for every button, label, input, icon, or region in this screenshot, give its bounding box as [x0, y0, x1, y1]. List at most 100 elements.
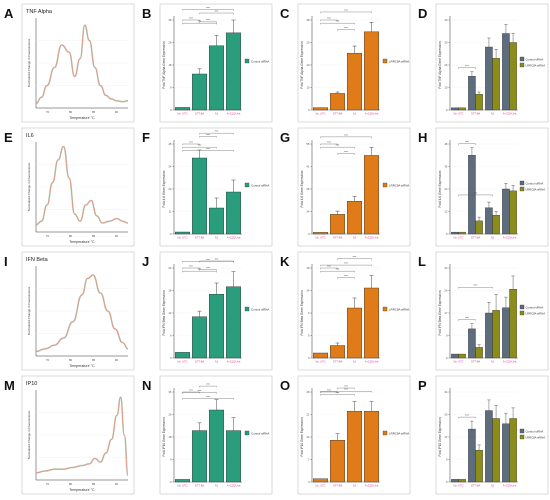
bar-k-1: [329, 345, 346, 359]
legend-label-c: LRRC8A siRNA: [389, 59, 409, 63]
bar-ytick-label-g: 55: [306, 142, 310, 146]
bar-ytick-label-p: 34: [444, 390, 448, 394]
bar-n-1: [191, 430, 208, 483]
bar-xtick-b: No. UTC: [177, 112, 187, 116]
sig-label-c-1: ****: [336, 21, 340, 24]
bar-d-0-s0: [451, 107, 459, 111]
melt-curve-e: [35, 146, 129, 226]
melt-ylabel-a: Normalized Change in Fluorescence: [27, 38, 31, 87]
bar-xtick-f: No. UTC: [177, 236, 187, 240]
bar-ytick-label-b: 0: [170, 108, 172, 112]
melt-ylabel-e: Normalized Change in Fluorescence: [27, 162, 31, 211]
bar-h-2-s1: [492, 215, 500, 235]
sig-label-d-0: ****: [465, 65, 469, 68]
bar-ytick-label-b: 26: [168, 41, 172, 45]
panel-letter-e: E: [4, 130, 13, 145]
bar-ytick-label-k: 9: [308, 311, 310, 315]
bar-xtick-d: GTT-BA: [471, 112, 481, 116]
bar-ytick-label-j: 6: [170, 334, 172, 338]
sig-label-n-1: ****: [198, 390, 202, 393]
legend-label-h-1: LRRC8A siRNA: [526, 187, 546, 191]
bar-ytick-label-o: 7: [308, 458, 310, 462]
panel-letter-c: C: [280, 6, 290, 21]
bar-ylabel-g: Fold IL6 Gene Expression: [300, 170, 304, 207]
bar-ytick-label-h: 0: [446, 232, 448, 236]
sig-label-o-3: ****: [344, 385, 348, 388]
bar-d-1-s0: [468, 76, 476, 111]
bar-d-3-s1: [509, 42, 517, 111]
melt-xtick-i: 70: [46, 358, 50, 362]
bar-xtick-j: A+C[2]-Una: [227, 360, 241, 364]
sig-label-j-4: ****: [215, 258, 219, 261]
bar-xtick-l: A+C[2]-Una: [503, 360, 517, 364]
bar-xtick-o: GTT-BA: [333, 484, 343, 488]
melt-ylabel-m: Normalized Change in Fluorescence: [27, 410, 31, 459]
sig-label-b-2: ****: [206, 7, 210, 10]
bar-h-2-s0: [485, 207, 493, 235]
bar-ytick-label-f: 0: [170, 232, 172, 236]
sig-label-l-0: ****: [465, 317, 469, 320]
sig-label-g-0: ****: [327, 141, 331, 144]
bar-xtick-h: GTT-BA: [471, 236, 481, 240]
sig-label-j-3: ****: [206, 267, 210, 270]
bar-f-1: [191, 157, 208, 235]
legend-swatch-d-1: [519, 62, 525, 68]
bar-xtick-p: GTT-BA: [471, 484, 481, 488]
melt-ylabel-i: Normalized Change in Fluorescence: [27, 286, 31, 335]
legend-swatch-n: [244, 430, 250, 436]
bar-xtick-n: A2: [215, 484, 219, 488]
bar-f-3: [225, 191, 242, 235]
bar-g-2: [346, 201, 363, 235]
bar-b-0: [174, 107, 191, 111]
bar-ytick-label-f: 23: [168, 187, 172, 191]
legend-label-b: Control siRNA: [251, 59, 269, 63]
bar-ytick-label-b: 18: [168, 63, 172, 67]
sig-label-k-3: ****: [344, 275, 348, 278]
bar-ylabel-k: Fold IFN Beta Gene Expression: [300, 290, 304, 335]
bar-ylabel-h: Fold IL6 Gene Expression: [438, 170, 442, 207]
bar-p-0-s1: [458, 479, 466, 483]
sig-label-k-2: ****: [344, 263, 348, 266]
bar-xtick-n: No. UTC: [177, 484, 187, 488]
bar-k-3: [363, 287, 380, 359]
legend-swatch-j: [244, 306, 250, 312]
sig-label-o-2: ****: [344, 389, 348, 392]
bar-k-2: [346, 307, 363, 359]
bar-p-1-s0: [468, 428, 476, 483]
legend-label-l-1: LRRC8A siRNA: [526, 311, 546, 315]
bar-d-3-s0: [502, 33, 510, 111]
bar-j-1: [191, 316, 208, 359]
bar-ylabel-l: Fold IFN Beta Gene Expression: [438, 290, 442, 335]
bar-c-3: [363, 31, 380, 111]
panel-letter-i: I: [4, 254, 8, 269]
sig-label-j-2: ****: [206, 259, 210, 262]
melt-xtick-e: 70: [46, 234, 50, 238]
melt-xtick-a: 85: [92, 110, 96, 114]
panel-letter-d: D: [418, 6, 427, 21]
bar-xtick-j: GTT-BA: [195, 360, 205, 364]
bar-xtick-p: A+C[2]-Una: [503, 484, 517, 488]
legend-swatch-l-1: [519, 310, 525, 316]
bar-ytick-label-c: 10: [306, 86, 310, 90]
sig-label-b-0: ****: [189, 17, 193, 20]
bar-d-1-s1: [475, 94, 483, 111]
melt-xtick-i: 80: [69, 358, 73, 362]
legend-swatch-h-1: [519, 186, 525, 192]
bar-ytick-label-n: 9: [170, 458, 172, 462]
bar-l-0-s1: [458, 353, 466, 359]
sig-label-k-4: ****: [353, 256, 357, 259]
bar-h-0-s0: [451, 231, 459, 235]
bar-ytick-label-n: 18: [168, 435, 172, 439]
panel-letter-o: O: [280, 378, 290, 393]
bar-j-2: [208, 294, 225, 359]
bar-j-3: [225, 286, 242, 359]
legend-swatch-b: [244, 58, 250, 64]
bar-xtick-c: GTT-BA: [333, 112, 343, 116]
bar-xtick-p: No. UTC: [453, 484, 463, 488]
bar-g-0: [312, 232, 329, 235]
legend-label-d-1: LRRC8A siRNA: [526, 63, 546, 67]
legend-swatch-g: [382, 182, 388, 188]
legend-label-p-1: LRRC8A siRNA: [526, 435, 546, 439]
bar-ytick-label-b: 35: [168, 18, 172, 22]
legend-label-o: LRRC8A siRNA: [389, 431, 409, 435]
